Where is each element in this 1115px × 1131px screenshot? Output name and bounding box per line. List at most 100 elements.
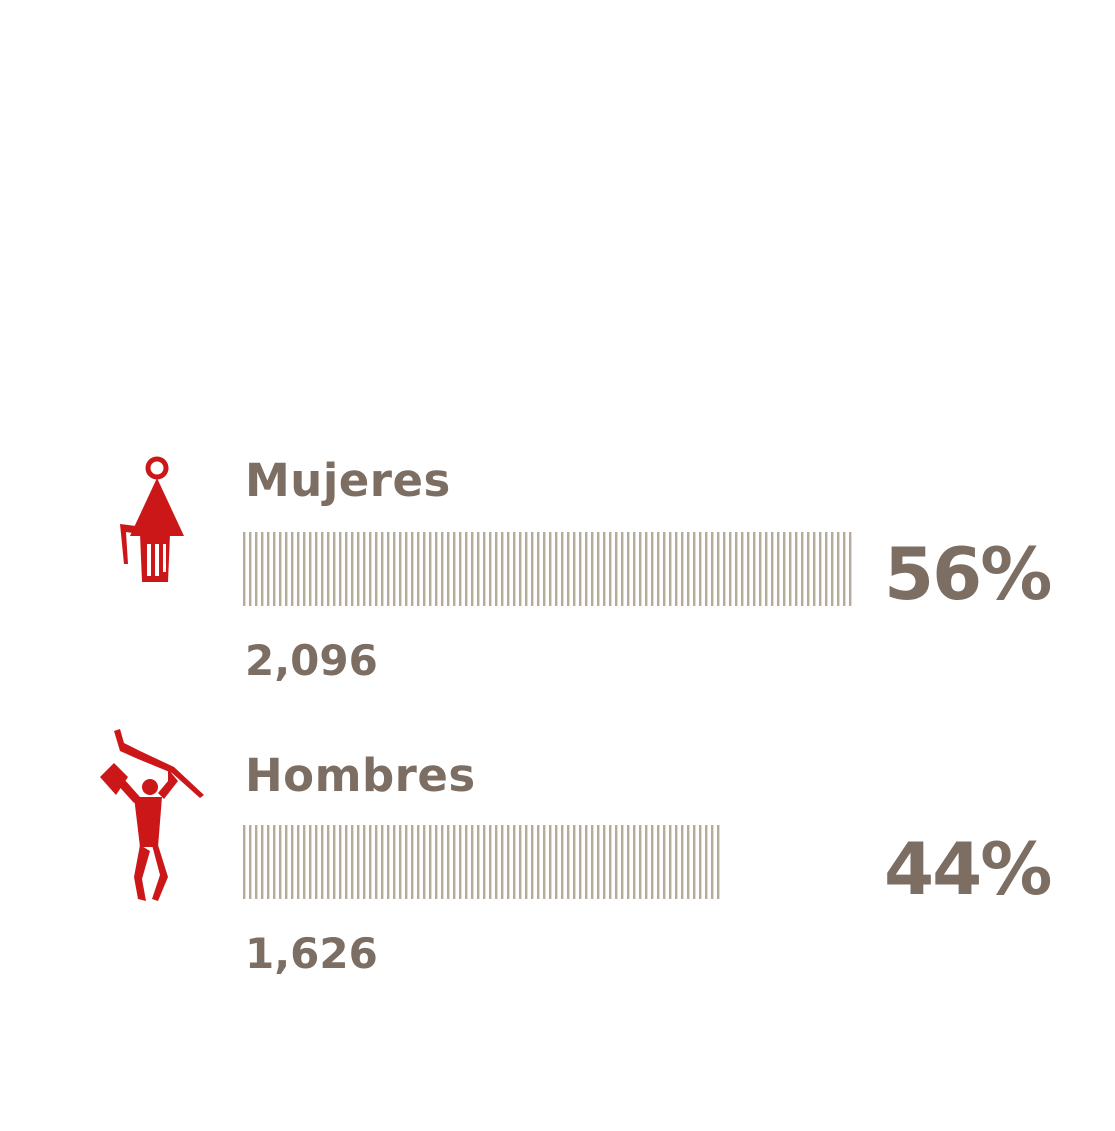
bar-stripe <box>381 825 384 899</box>
bar-stripe <box>309 825 312 899</box>
bar-stripe <box>369 825 372 899</box>
bar-stripe <box>615 532 618 606</box>
bar-stripe <box>393 825 396 899</box>
bar-stripe <box>507 825 510 899</box>
bar-stripe <box>543 532 546 606</box>
bar-stripe <box>435 825 438 899</box>
bar-stripe <box>567 532 570 606</box>
bar-stripe <box>357 532 360 606</box>
bar-stripe <box>369 532 372 606</box>
bar-stripe <box>711 825 714 899</box>
bar-stripe <box>825 532 828 606</box>
bar-stripe <box>261 825 264 899</box>
bar-stripe <box>291 532 294 606</box>
bar-stripe <box>501 825 504 899</box>
bar-stripe <box>249 532 252 606</box>
bar-stripe <box>363 532 366 606</box>
bar-stripe <box>303 825 306 899</box>
category-label: Hombres <box>245 749 476 802</box>
bar-stripe <box>537 825 540 899</box>
bar-stripe <box>699 825 702 899</box>
bar-stripe <box>243 532 246 606</box>
bar-stripe <box>741 532 744 606</box>
bar-stripe <box>423 532 426 606</box>
bar-stripe <box>819 532 822 606</box>
bar-stripe <box>453 532 456 606</box>
bar-stripe <box>567 825 570 899</box>
bar-stripe <box>267 825 270 899</box>
bar-stripe <box>375 532 378 606</box>
bar-stripe <box>429 825 432 899</box>
bar-stripe <box>729 532 732 606</box>
bar-stripe <box>315 532 318 606</box>
bar-stripe <box>399 532 402 606</box>
bar-stripe <box>759 532 762 606</box>
bar-stripe <box>333 532 336 606</box>
bar-stripe <box>675 532 678 606</box>
bar-stripe <box>687 825 690 899</box>
bar-stripe <box>543 825 546 899</box>
bar-stripe <box>507 532 510 606</box>
bar-stripe <box>489 532 492 606</box>
bar-stripe <box>657 532 660 606</box>
bar-stripe <box>681 825 684 899</box>
bar-stripe <box>591 532 594 606</box>
bar-stripe <box>561 532 564 606</box>
bar-stripe <box>471 532 474 606</box>
bar-stripe <box>723 532 726 606</box>
bar-stripe <box>477 532 480 606</box>
bar-stripe <box>585 825 588 899</box>
bar-stripe <box>681 532 684 606</box>
bar-stripe <box>549 532 552 606</box>
bar-stripe <box>573 825 576 899</box>
bar-stripe <box>387 532 390 606</box>
bar-stripe <box>753 532 756 606</box>
bar-stripe <box>693 825 696 899</box>
bar-stripe <box>585 532 588 606</box>
bar-stripe <box>777 532 780 606</box>
bar-stripe <box>441 532 444 606</box>
bar-stripe <box>381 532 384 606</box>
bar-stripe <box>267 532 270 606</box>
bar-stripe <box>345 532 348 606</box>
bar-stripe <box>327 825 330 899</box>
bar-stripe <box>555 825 558 899</box>
bar-stripe <box>561 825 564 899</box>
bar-stripe <box>609 532 612 606</box>
bar-stripe <box>651 825 654 899</box>
bar-stripe <box>297 532 300 606</box>
bar-stripe <box>627 532 630 606</box>
bar-stripe <box>717 532 720 606</box>
bar-stripe <box>285 532 288 606</box>
bar-stripe <box>531 825 534 899</box>
count-label: 1,626 <box>245 929 378 978</box>
bar-stripe <box>633 532 636 606</box>
bar-stripe <box>717 825 720 899</box>
category-row-mujeres: Mujeres 56% 2,096 <box>0 440 1115 685</box>
woman-figure-icon <box>120 456 184 582</box>
bar-stripe <box>501 532 504 606</box>
bar-stripe <box>321 825 324 899</box>
bar-stripe <box>621 825 624 899</box>
bar-stripe <box>591 825 594 899</box>
bar-stripe <box>459 532 462 606</box>
bar-stripe <box>333 825 336 899</box>
percent-label: 44% <box>884 827 1052 911</box>
bar-stripe <box>519 532 522 606</box>
bar-stripe <box>495 825 498 899</box>
bar-stripe <box>471 825 474 899</box>
bar-stripe <box>285 825 288 899</box>
bar-stripe <box>483 532 486 606</box>
bar-stripe <box>513 825 516 899</box>
count-label: 2,096 <box>245 636 378 685</box>
bar-stripe <box>417 532 420 606</box>
bar-stripe <box>315 825 318 899</box>
bar-stripe <box>279 825 282 899</box>
bar-stripe <box>639 532 642 606</box>
bar-stripe <box>489 825 492 899</box>
bar-stripe <box>345 825 348 899</box>
bar-stripe <box>519 825 522 899</box>
bar-stripe <box>243 825 246 899</box>
bar-stripe <box>663 532 666 606</box>
bar-stripe <box>663 825 666 899</box>
